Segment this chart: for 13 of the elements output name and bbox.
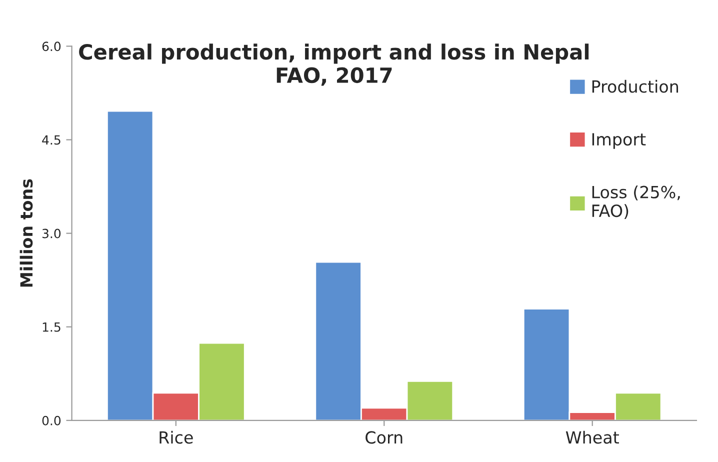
y-tick-label: 0.0 xyxy=(42,416,61,426)
y-tick-label: 1.5 xyxy=(42,322,60,332)
x-tick-label: Wheat xyxy=(566,430,619,444)
legend-label: Loss (25%, FAO) xyxy=(592,186,680,220)
legend-label: Import xyxy=(592,133,646,149)
x-tick-label: Rice xyxy=(160,430,193,444)
y-axis-title: Million tons xyxy=(20,179,33,287)
chart-title: Cereal production, import and loss in Nepal FAO, 2017 xyxy=(79,44,589,86)
x-tick-label: Corn xyxy=(366,431,402,444)
y-tick-label: 6.0 xyxy=(42,42,61,52)
legend-label: Production xyxy=(592,80,678,93)
y-tick-label: 3.0 xyxy=(42,228,61,238)
y-tick-label: 4.5 xyxy=(42,135,60,145)
